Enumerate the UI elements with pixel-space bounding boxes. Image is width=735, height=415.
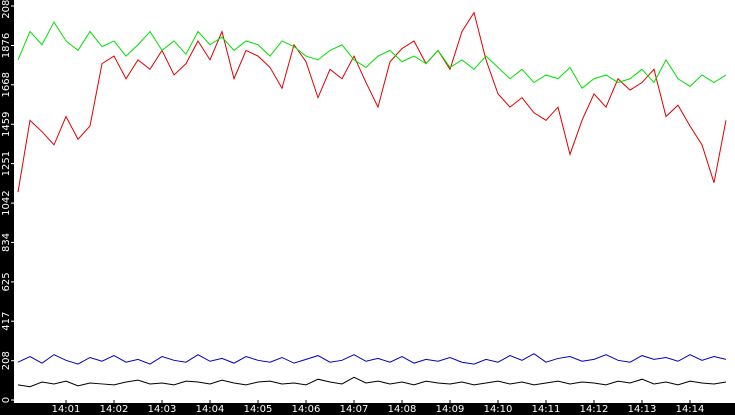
x-tick-label: 14:08	[388, 404, 417, 415]
x-tick-label: 14:11	[532, 404, 561, 415]
y-axis-strip	[0, 0, 14, 415]
x-tick-label: 14:09	[436, 404, 465, 415]
y-tick-label: 208	[1, 351, 12, 370]
x-tick-label: 14:01	[52, 404, 81, 415]
x-tick-label: 14:14	[676, 404, 705, 415]
y-tick-label: 834	[1, 233, 12, 252]
y-tick-label: 417	[1, 312, 12, 331]
x-tick-label: 14:05	[244, 404, 273, 415]
x-tick-label: 14:03	[148, 404, 177, 415]
x-tick-label: 14:06	[292, 404, 321, 415]
x-axis-strip	[0, 403, 735, 415]
y-tick-label: 1042	[1, 190, 12, 215]
series-line	[17, 21, 727, 89]
series-line	[17, 11, 727, 193]
x-tick-label: 14:12	[580, 404, 609, 415]
y-tick-label: 625	[1, 272, 12, 291]
series-line	[17, 376, 727, 388]
y-tick-label: 1876	[1, 33, 12, 58]
y-tick-label: 0	[1, 397, 12, 403]
x-tick-label: 14:04	[196, 404, 225, 415]
series-line	[17, 353, 727, 365]
y-tick-label: 1459	[1, 112, 12, 137]
x-tick-label: 14:13	[628, 404, 657, 415]
y-tick-label: 1668	[1, 72, 12, 97]
y-tick-label: 1251	[1, 151, 12, 176]
x-tick-label: 14:07	[340, 404, 369, 415]
y-tick-label: 2085	[1, 0, 12, 19]
x-tick-label: 14:02	[100, 404, 129, 415]
x-tick-label: 14:10	[484, 404, 513, 415]
